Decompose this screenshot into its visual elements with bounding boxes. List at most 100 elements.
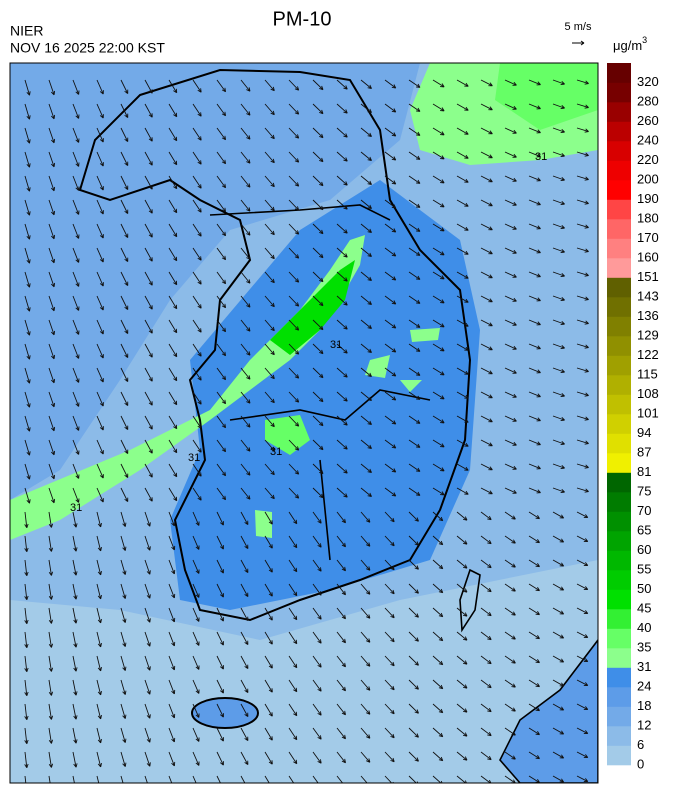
legend-swatch	[607, 82, 631, 103]
wind-arrow	[528, 655, 540, 664]
wind-arrow	[576, 655, 589, 662]
wind-arrow	[48, 439, 56, 456]
wind-arrow	[432, 727, 444, 738]
wind-arrow	[240, 295, 251, 308]
wind-arrow	[552, 247, 565, 254]
wind-arrow	[288, 703, 298, 717]
wind-arrow	[216, 175, 227, 189]
wind-arrow	[24, 175, 31, 192]
wind-arrow	[216, 703, 224, 718]
wind-arrow	[360, 247, 372, 258]
wind-arrow	[528, 151, 541, 158]
wind-arrow	[264, 79, 275, 92]
wind-arrow	[48, 103, 56, 120]
wind-arrow	[360, 727, 371, 739]
wind-arrow	[288, 775, 295, 783]
wind-arrow	[96, 511, 102, 528]
legend-swatch	[607, 316, 631, 337]
coastline	[78, 68, 472, 622]
wind-arrow	[504, 367, 517, 374]
wind-arrow	[144, 607, 151, 623]
wind-arrow	[312, 343, 324, 355]
wind-arrow	[480, 559, 492, 569]
wind-arrow	[264, 535, 273, 549]
green-core	[270, 260, 355, 355]
wind-arrow	[360, 535, 371, 547]
wind-arrow	[168, 703, 176, 719]
wind-arrow	[360, 199, 372, 210]
wind-arrow	[192, 583, 200, 598]
wind-arrow	[456, 79, 469, 87]
wind-arrow	[120, 151, 129, 167]
wind-arrow	[48, 751, 54, 768]
wind-arrow	[528, 199, 541, 206]
wind-arrow	[504, 679, 516, 688]
wind-arrow	[504, 295, 517, 302]
legend-label: 170	[637, 230, 659, 245]
wind-arrow	[384, 295, 397, 305]
wind-arrow	[264, 559, 273, 573]
wind-arrow	[96, 679, 102, 696]
wind-arrow	[384, 487, 397, 497]
wind-arrow	[48, 79, 56, 96]
wind-arrow	[144, 487, 153, 502]
legend-swatch	[607, 511, 631, 532]
wind-arrow	[240, 103, 251, 116]
wind-arrow	[96, 703, 102, 720]
wind-arrow	[576, 679, 589, 686]
wind-arrow	[408, 415, 421, 424]
wind-arrow	[288, 271, 300, 283]
wind-arrow	[216, 391, 227, 405]
wind-arrow	[96, 535, 102, 552]
legend-label: 31	[637, 659, 651, 674]
legend-swatch	[607, 628, 631, 649]
wind-arrow	[336, 271, 348, 282]
legend-label: 40	[637, 620, 651, 635]
wind-arrow	[552, 127, 565, 134]
wind-arrow	[72, 535, 78, 552]
wind-arrow	[456, 271, 469, 279]
legend-label: 151	[637, 269, 659, 284]
wind-arrow	[288, 439, 300, 451]
wind-arrow	[216, 199, 227, 213]
wind-arrow	[240, 631, 249, 646]
wind-arrow	[168, 655, 176, 671]
wind-arrow	[312, 583, 322, 596]
wind-arrow	[24, 343, 31, 360]
wind-arrow	[168, 103, 178, 118]
wind-arrow	[384, 511, 395, 523]
wind-arrow	[168, 391, 178, 406]
wind-arrow	[408, 319, 421, 328]
wind-arrow	[168, 223, 178, 238]
wind-arrow	[48, 247, 56, 264]
wind-arrow	[264, 223, 275, 236]
wind-arrow	[552, 703, 565, 711]
wind-arrow	[72, 343, 80, 359]
wind-arrow	[528, 487, 541, 494]
wind-arrow	[288, 679, 298, 693]
legend-unit: μg/m3	[613, 35, 647, 53]
wind-arrow	[120, 511, 127, 527]
wind-arrow	[480, 223, 493, 231]
wind-arrow	[552, 439, 565, 446]
wind-arrow	[96, 631, 102, 648]
wind-arrow	[432, 247, 445, 256]
wind-arrow	[384, 655, 395, 667]
wind-arrow	[168, 583, 176, 599]
legend-swatch	[607, 453, 631, 473]
map: 31 31 31 31 31	[10, 63, 598, 783]
wind-arrow	[240, 391, 251, 404]
wind-arrow	[552, 151, 565, 158]
wind-arrow	[528, 727, 540, 736]
wind-arrow	[336, 559, 346, 572]
wind-arrow	[48, 679, 54, 696]
wind-arrow	[384, 367, 397, 377]
wind-arrow	[96, 199, 104, 215]
wind-arrow	[264, 295, 275, 308]
wind-arrow	[48, 559, 54, 576]
wind-arrow	[48, 463, 56, 480]
wind-arrow	[288, 607, 298, 621]
wind-arrow	[96, 295, 104, 311]
wind-arrow	[72, 559, 78, 576]
wind-arrow	[168, 151, 178, 166]
